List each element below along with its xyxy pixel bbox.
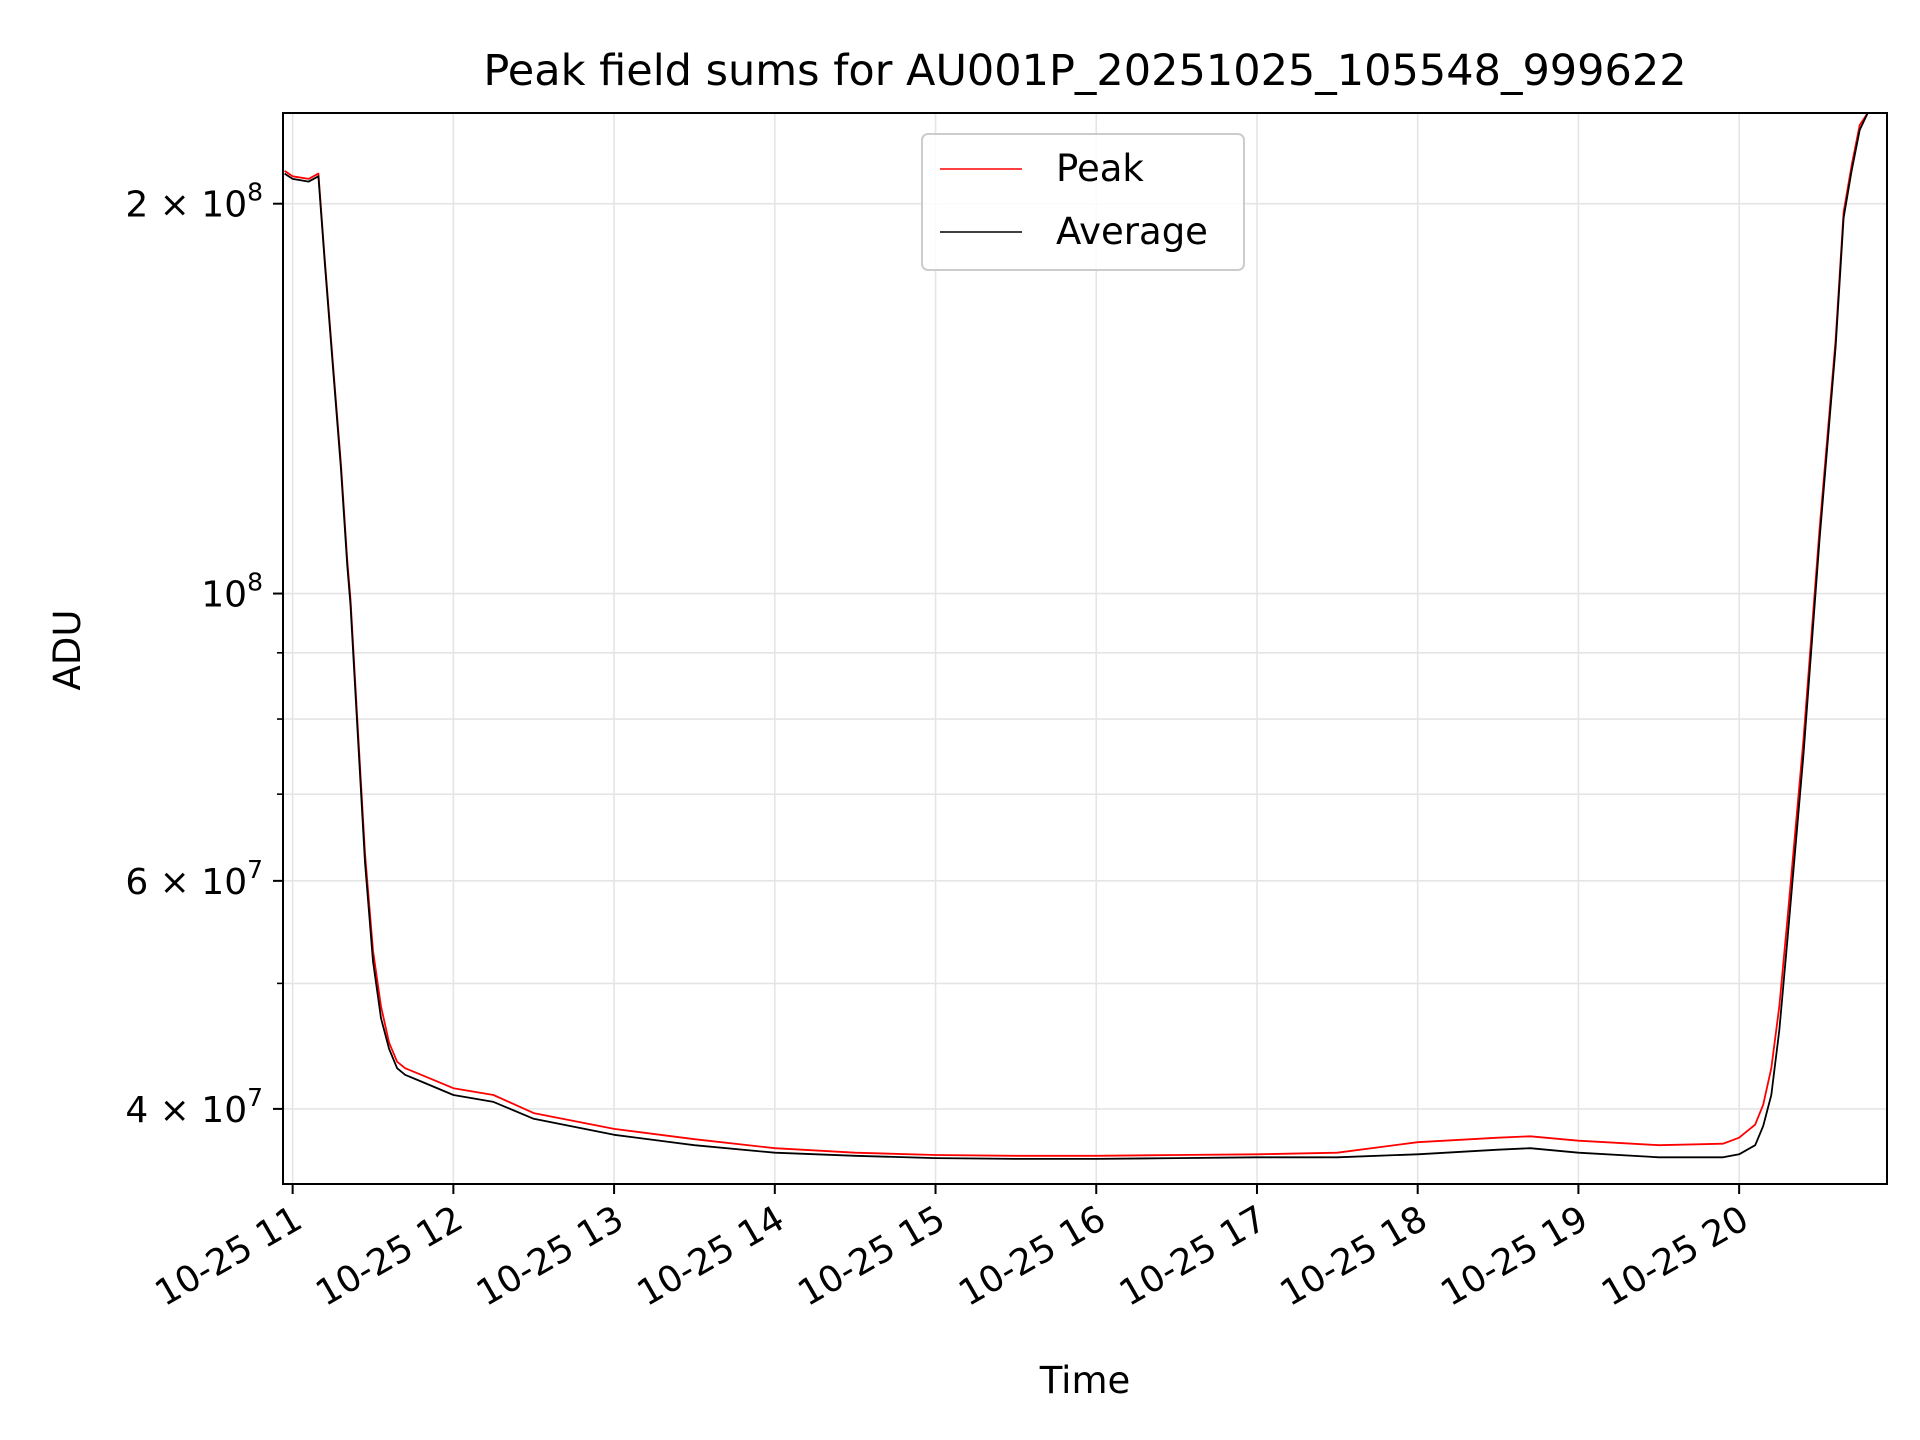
y-tick-label: 6 × 107	[125, 855, 263, 903]
legend-box	[921, 133, 1245, 271]
legend: Peak Average	[921, 133, 1245, 271]
x-axis-label: Time	[1039, 1359, 1131, 1402]
y-tick-label: 2 × 108	[125, 178, 263, 226]
y-tick-label: 108	[201, 568, 263, 616]
series-line-average	[284, 112, 1876, 1160]
y-axis: 4 × 107 6 × 107 108 2 × 108	[125, 178, 283, 1131]
series-layer	[284, 112, 1876, 1160]
plot-frame	[282, 112, 1888, 1185]
legend-label-peak: Peak	[1056, 147, 1144, 190]
chart-title: Peak field sums for AU001P_20251025_1055…	[483, 46, 1686, 96]
y-tick-label: 4 × 107	[125, 1083, 263, 1131]
legend-label-average: Average	[1056, 210, 1208, 253]
y-axis-label: ADU	[46, 610, 89, 691]
grid	[283, 113, 1887, 1184]
